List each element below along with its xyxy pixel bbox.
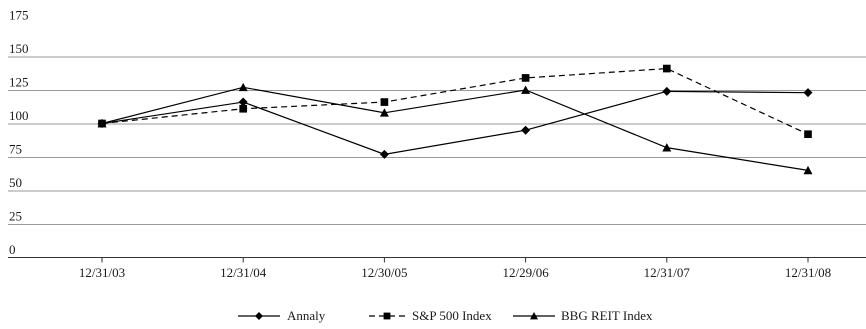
legend-marker-annaly [255, 312, 263, 320]
y-tick-label-125: 125 [9, 75, 29, 90]
y-tick-label-25: 25 [9, 209, 22, 224]
point-s-p-500-index-3 [521, 74, 530, 82]
series-lines [97, 64, 813, 175]
legend-marker-bbg-reit-index [530, 312, 538, 320]
series-bbg-reit-index [97, 82, 813, 175]
point-s-p-500-index-1 [239, 104, 248, 113]
point-bbg-reit-index-5 [803, 165, 813, 175]
point-bbg-reit-index-2 [379, 108, 389, 117]
point-annaly-4 [662, 86, 672, 96]
y-tick-label-150: 150 [9, 41, 29, 56]
y-axis-tick-labels: 0 25 50 75 100 125 150 175 [9, 8, 29, 258]
y-tick-label-50: 50 [9, 175, 22, 190]
y-tick-label-75: 75 [9, 142, 22, 157]
point-bbg-reit-index-3 [521, 85, 531, 94]
point-bbg-reit-index-0 [97, 119, 107, 128]
legend-item-annaly: Annaly [238, 308, 326, 323]
line-s-p-500-index [101, 67, 809, 135]
legend-item-s-p-500-index: S&P 500 Index [369, 308, 492, 323]
legend-marker-s-p-500-index [383, 312, 391, 320]
x-tick-label-2: 12/30/05 [361, 265, 407, 280]
series-annaly [97, 86, 813, 159]
x-axis-tick-labels: 12/31/03 12/31/04 12/30/05 12/29/06 12/31/07… [79, 265, 831, 280]
point-bbg-reit-index-1 [238, 82, 248, 92]
line-annaly [101, 90, 809, 155]
point-annaly-1 [238, 97, 248, 107]
y-tick-label-175: 175 [9, 8, 29, 23]
point-s-p-500-index-2 [380, 98, 389, 106]
point-s-p-500-index-4 [662, 64, 671, 73]
point-annaly-3 [521, 125, 531, 135]
point-bbg-reit-index-4 [662, 143, 672, 152]
grid-lines [8, 56, 866, 225]
x-tick-label-0: 12/31/03 [79, 265, 125, 280]
point-s-p-500-index-5 [804, 130, 812, 139]
x-tick-label-3: 12/29/06 [502, 265, 549, 280]
x-tick-label-1: 12/31/04 [220, 265, 267, 280]
legend-item-bbg-reit-index: BBG REIT Index [513, 308, 653, 323]
point-annaly-2 [379, 149, 389, 159]
legend-label-annaly: Annaly [287, 308, 326, 323]
line-bbg-reit-index [101, 86, 809, 171]
y-tick-label-0: 0 [9, 242, 16, 257]
x-tick-label-5: 12/31/08 [785, 265, 831, 280]
y-tick-label-100: 100 [9, 108, 29, 123]
x-axis [8, 257, 866, 263]
legend-label-s-p-500-index: S&P 500 Index [412, 308, 492, 323]
legend: Annaly S&P 500 Index BBG REIT Index [238, 308, 653, 323]
point-annaly-5 [803, 88, 813, 98]
legend-label-bbg-reit-index: BBG REIT Index [561, 308, 653, 323]
x-tick-label-4: 12/31/07 [644, 265, 691, 280]
